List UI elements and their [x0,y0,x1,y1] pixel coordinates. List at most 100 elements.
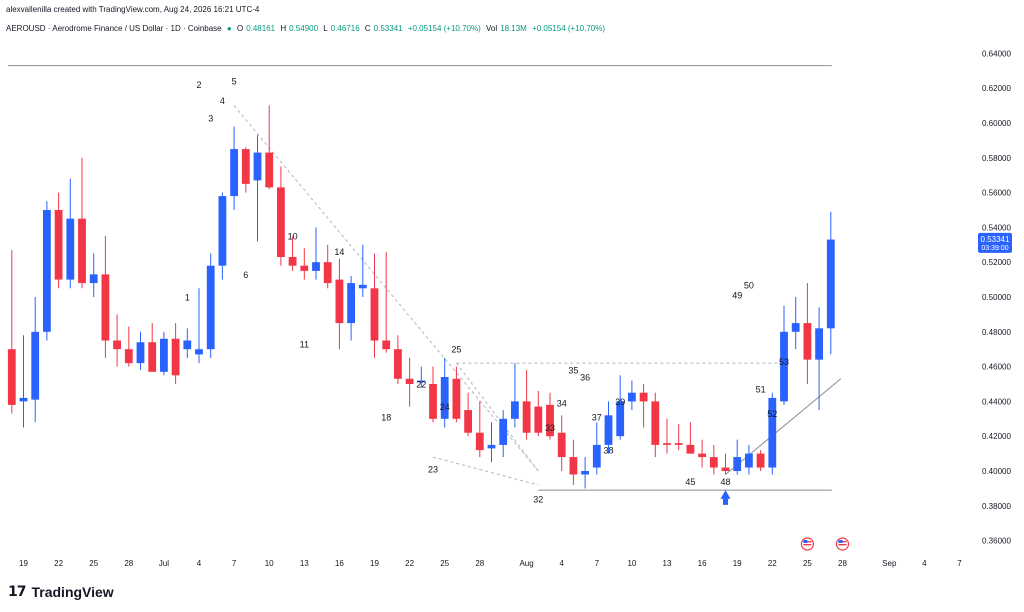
x-tick-label: 7 [232,559,237,568]
tradingview-logo-mark: 17 [8,584,27,600]
candle-body [663,443,671,445]
candle-body [686,444,695,454]
candle-body [358,284,367,289]
candle-body [791,323,800,332]
candle-body [756,453,765,468]
x-tick-label: Jul [159,559,169,568]
legend-dot: ● [226,24,232,33]
wave-count-label: 50 [744,280,754,290]
candle-body [639,392,648,402]
change-value: +0.05154 (+10.70%) [407,24,481,33]
close-value: 0.53341 [373,24,403,33]
candle-body [323,262,332,284]
candle-body [113,340,121,350]
candle-body [616,401,625,437]
wave-count-label: 53 [779,357,789,367]
candle-body [405,378,414,384]
candle-body [721,467,730,471]
candle-body [803,323,812,360]
candle-body [780,331,788,402]
candle-body [265,152,274,188]
x-tick-label: 10 [265,559,274,568]
wave-count-label: 36 [580,373,590,383]
y-tick-label: 0.64000 [982,49,1011,58]
x-tick-label: 28 [475,559,484,568]
arrow-up-shaft [723,498,728,505]
last-price-value: 0.53341 [981,235,1010,244]
low-label: L [323,24,328,33]
candle-body [464,410,472,433]
candle-body [592,444,601,468]
y-tick-label: 0.50000 [982,293,1011,302]
candle-body [522,401,531,433]
candle-body [452,378,461,419]
x-tick-label: 4 [197,559,202,568]
y-tick-label: 0.42000 [982,432,1011,441]
rising-trendline [725,378,842,475]
candle-body [709,457,718,468]
candle-body [124,349,133,364]
wave-count-label: 18 [381,413,391,423]
candle-body [54,210,63,280]
downtrend-dashed-line [233,105,539,472]
x-tick-label: 4 [922,559,927,568]
candle-body [347,283,355,324]
us-flag-stripe [803,544,812,546]
x-tick-label: 22 [768,559,777,568]
candle-body [31,331,40,400]
candle-body [312,262,320,271]
candlestick-chart[interactable]: 0.36000 0.38000 0.40000 0.42000 0.44000 0.460… [6,36,1018,574]
x-tick-label: 7 [595,559,600,568]
x-tick-label: 13 [300,559,309,568]
candle-body [698,453,706,458]
wave-count-label: 32 [533,494,543,504]
y-tick-label: 0.58000 [982,154,1011,163]
symbol-info[interactable]: AEROUSD · Aerodrome Finance / US Dollar … [6,24,222,33]
x-tick-label: Sep [882,559,897,568]
wave-count-label: 4 [220,96,225,106]
wave-count-label: 51 [756,385,766,395]
x-tick-label: 25 [803,559,812,568]
x-tick-label: 28 [838,559,847,568]
x-tick-label: 19 [733,559,742,568]
candle-body [253,152,262,181]
candle-body [277,187,285,257]
countdown-timer: 03:39:00 [981,245,1008,252]
y-tick-label: 0.54000 [982,223,1011,232]
wave-count-label: 22 [416,379,426,389]
tradingview-logo: 17 TradingView [8,584,114,600]
arrow-up-icon [720,490,731,499]
y-tick-label: 0.40000 [982,467,1011,476]
symbol-legend: AEROUSD · Aerodrome Finance / US Dollar … [6,24,608,33]
open-value: 0.48161 [246,24,276,33]
candle-body [487,444,496,449]
wave-count-label: 48 [720,477,730,487]
candle-body [815,328,823,360]
x-tick-label: 4 [559,559,564,568]
y-tick-label: 0.44000 [982,397,1011,406]
x-tick-label: Aug [519,559,533,568]
candle-body [382,340,391,350]
candle-body [429,384,437,419]
wave-count-label: 45 [685,477,695,487]
volume-change: +0.05154 (+10.70%) [532,24,606,33]
x-tick-label: 25 [89,559,98,568]
candle-body [78,218,86,284]
candle-body [335,279,344,324]
candle-body [206,265,215,350]
candle-body [768,397,777,468]
candle-body [89,274,98,284]
candle-body [148,342,157,372]
candle-body [745,453,753,468]
candle-body [499,418,508,445]
candle-body [160,338,168,372]
x-tick-label: 22 [54,559,63,568]
candle-body [101,274,110,341]
x-tick-label: 7 [957,559,962,568]
chart-byline: alexvallenilla created with TradingView.… [6,5,260,14]
y-tick-label: 0.62000 [982,84,1011,93]
open-label: O [236,24,244,33]
candle-body [195,349,203,355]
us-flag-canton [803,540,808,543]
x-tick-label: 10 [627,559,636,568]
